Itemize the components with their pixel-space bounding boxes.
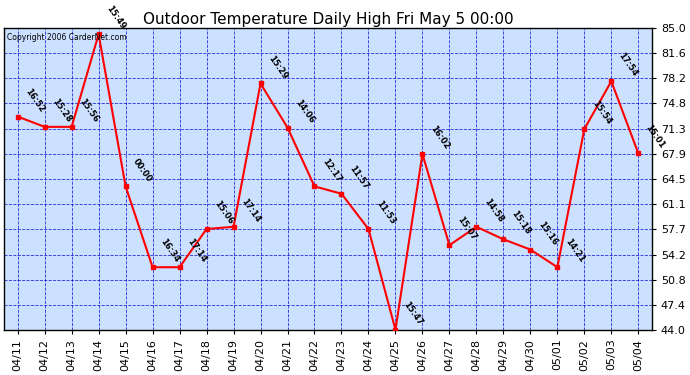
Text: 12:17: 12:17 — [320, 156, 343, 184]
Text: 15:01: 15:01 — [644, 123, 667, 150]
Text: 17:14: 17:14 — [239, 197, 262, 224]
Text: 15:49: 15:49 — [104, 4, 127, 32]
Text: 17:14: 17:14 — [185, 237, 208, 264]
Text: 15:56: 15:56 — [77, 97, 100, 124]
Text: 16:34: 16:34 — [158, 237, 181, 264]
Text: 14:06: 14:06 — [293, 98, 316, 125]
Text: 15:07: 15:07 — [455, 215, 477, 242]
Text: 16:52: 16:52 — [23, 87, 46, 114]
Text: 15:16: 15:16 — [536, 220, 559, 247]
Text: 17:54: 17:54 — [617, 51, 640, 78]
Text: 11:53: 11:53 — [374, 199, 397, 226]
Text: 15:18: 15:18 — [509, 210, 532, 237]
Text: 16:02: 16:02 — [428, 124, 451, 151]
Title: Outdoor Temperature Daily High Fri May 5 00:00: Outdoor Temperature Daily High Fri May 5… — [143, 12, 513, 27]
Text: 15:28: 15:28 — [50, 97, 73, 124]
Text: 15:47: 15:47 — [401, 300, 424, 327]
Text: 11:57: 11:57 — [347, 164, 370, 191]
Text: 14:58: 14:58 — [482, 197, 504, 224]
Text: 14:21: 14:21 — [563, 237, 586, 264]
Text: 00:00: 00:00 — [131, 157, 154, 184]
Text: Copyright 2006 CarderNet.com: Copyright 2006 CarderNet.com — [8, 33, 127, 42]
Text: 15:06: 15:06 — [212, 199, 235, 226]
Text: 15:29: 15:29 — [266, 54, 289, 81]
Text: 15:54: 15:54 — [590, 99, 613, 126]
